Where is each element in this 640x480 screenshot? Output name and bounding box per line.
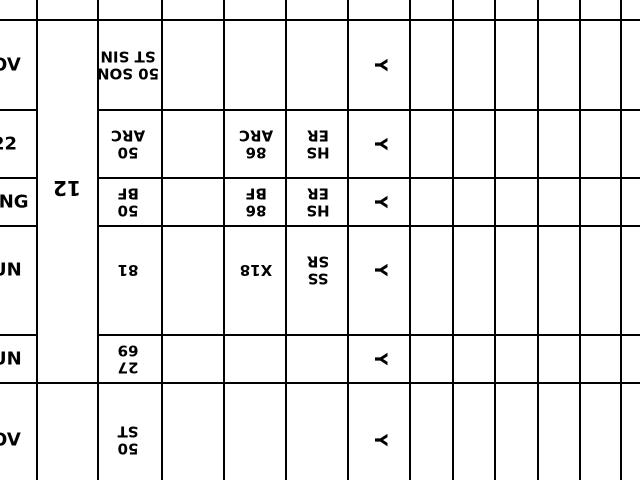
flag-cell: Y bbox=[370, 433, 390, 447]
code-cell-line: 69 bbox=[118, 342, 139, 360]
edge-label-column: OV 22 ING UN UN OV bbox=[0, 55, 29, 451]
edge-label: UN bbox=[0, 349, 22, 370]
code-cell-line: BF bbox=[117, 185, 139, 203]
flag-cell: Y bbox=[370, 137, 390, 151]
flag-cell: Y bbox=[370, 263, 390, 277]
size-cell-line: 86 bbox=[246, 144, 267, 162]
code-cell-line: 50 bbox=[118, 144, 139, 162]
code-cell: 81 bbox=[118, 261, 139, 279]
edge-label: OV bbox=[0, 55, 21, 76]
code-cell-line: ST SIN bbox=[100, 48, 155, 66]
size-cell-line: BF bbox=[245, 185, 267, 203]
type-cell-line: HS bbox=[306, 202, 329, 220]
edge-label: 22 bbox=[0, 134, 17, 155]
size-cell-line: ARC bbox=[239, 127, 273, 145]
size-cell: X18 bbox=[240, 261, 272, 279]
type-cell-line: ER bbox=[307, 127, 329, 145]
group-label: 12 bbox=[53, 176, 81, 200]
code-cell-line: 81 bbox=[118, 261, 139, 279]
type-cell-line: SR bbox=[306, 253, 329, 271]
type-cell-line: SS bbox=[308, 270, 329, 288]
type-cell-line: HS bbox=[306, 144, 329, 162]
code-cell-line: 50 SON bbox=[97, 65, 159, 83]
edge-label: UN bbox=[0, 260, 22, 281]
type-cell-line: ER bbox=[307, 185, 329, 203]
code-cell-line: ST bbox=[117, 423, 139, 441]
code-cell-line: 50 bbox=[118, 440, 139, 458]
flag-cell: Y bbox=[370, 352, 390, 366]
flag-cell: Y bbox=[370, 195, 390, 209]
code-cell-line: ARC bbox=[111, 127, 145, 145]
size-cell-line: X18 bbox=[240, 261, 272, 279]
code-cell-line: 50 bbox=[118, 202, 139, 220]
flag-cell: Y bbox=[370, 58, 390, 72]
code-cell-line: 27 bbox=[118, 359, 139, 377]
edge-label: OV bbox=[0, 430, 21, 451]
edge-label: ING bbox=[0, 192, 29, 213]
size-cell-line: 86 bbox=[246, 202, 267, 220]
